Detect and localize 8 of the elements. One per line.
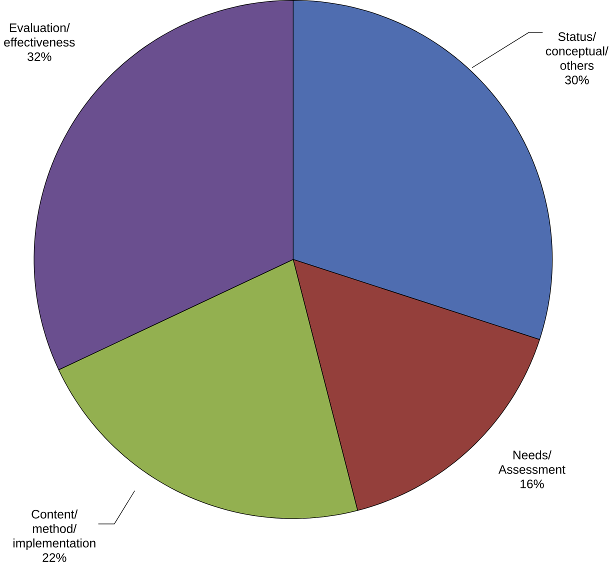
data-label: 32% (28, 52, 52, 61)
data-label: 30% (565, 75, 589, 84)
data-label: 22% (42, 552, 66, 562)
slice-label: Status/ conceptual/ others (546, 32, 608, 70)
slice-label: Evaluation/ effectiveness (4, 22, 75, 46)
slice-label: Needs/ Assessment (498, 450, 566, 474)
slice-label: Content/ method/ implementation (13, 509, 96, 550)
data-label: 16% (520, 479, 544, 488)
